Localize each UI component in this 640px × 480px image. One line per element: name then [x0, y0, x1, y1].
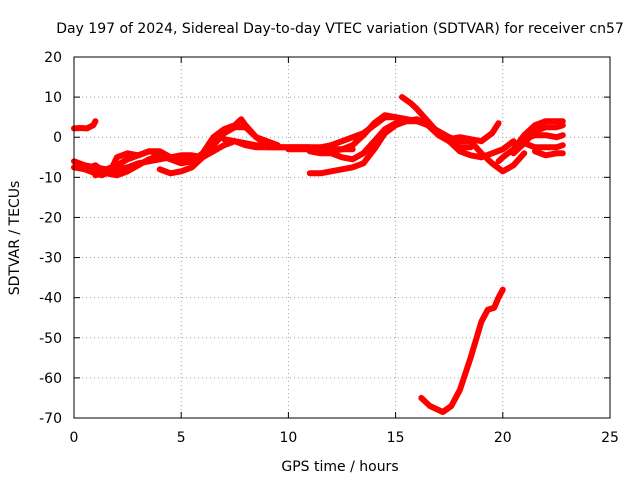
- x-tick-label: 0: [70, 430, 79, 446]
- series-track-20: [521, 140, 566, 151]
- series-track-14: [424, 120, 502, 145]
- x-tick-label: 10: [279, 430, 297, 446]
- grid-lines: [74, 57, 610, 418]
- x-tick-label: 20: [494, 430, 512, 446]
- x-tick-label: 5: [177, 430, 186, 446]
- series-track-12: [306, 118, 528, 177]
- series-track-19: [532, 148, 566, 159]
- data-series: [71, 94, 566, 415]
- y-tick-label: -10: [39, 170, 62, 186]
- y-tick-label: 0: [53, 130, 62, 146]
- axis-ticks: [73, 56, 611, 419]
- x-tick-labels: 0 5 10 15 20 25: [70, 430, 619, 446]
- y-tick-label: 10: [44, 90, 62, 106]
- plot-frame: [73, 56, 611, 419]
- series-track-01: [71, 118, 99, 132]
- y-tick-labels: -70 -60 -50 -40 -30 -20 -10 0 10 20: [39, 50, 62, 427]
- x-axis-label: GPS time / hours: [281, 459, 398, 475]
- series-track-16: [495, 118, 566, 165]
- x-tick-label: 15: [387, 430, 405, 446]
- series-track-05: [92, 152, 206, 179]
- x-tick-label: 25: [601, 430, 619, 446]
- chart-title: Day 197 of 2024, Sidereal Day-to-day VTE…: [56, 21, 624, 37]
- series-track-13: [399, 94, 517, 161]
- y-tick-label: -70: [39, 411, 62, 427]
- y-tick-label: -60: [39, 371, 62, 387]
- y-tick-label: -50: [39, 331, 62, 347]
- series-track-15: [418, 286, 506, 415]
- y-tick-label: -40: [39, 291, 62, 307]
- y-axis-label: SDTVAR / TECUs: [7, 181, 23, 296]
- series-track-18: [521, 132, 566, 143]
- y-tick-label: -20: [39, 210, 62, 226]
- y-tick-label: -30: [39, 251, 62, 267]
- y-tick-label: 20: [44, 50, 62, 66]
